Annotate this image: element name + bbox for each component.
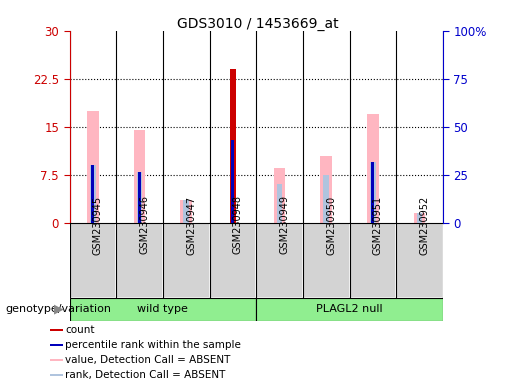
Bar (320, 156, 332, 223)
Text: GSM230946: GSM230946 (140, 195, 149, 255)
Bar (50, 359, 63, 361)
Bar (138, 172, 141, 223)
Text: wild type: wild type (138, 304, 188, 314)
Bar (50, 344, 63, 346)
Bar (323, 175, 329, 223)
Text: GSM230952: GSM230952 (420, 195, 430, 255)
Text: rank, Detection Call = ABSENT: rank, Detection Call = ABSENT (65, 370, 226, 380)
Bar (417, 213, 422, 223)
Bar (256, 223, 303, 298)
Bar (277, 184, 282, 223)
Bar (230, 69, 236, 223)
Bar (183, 200, 189, 223)
Bar (303, 223, 350, 298)
Text: GSM230945: GSM230945 (93, 195, 103, 255)
Text: GSM230950: GSM230950 (326, 195, 336, 255)
Text: ▶: ▶ (55, 303, 64, 316)
Text: GSM230951: GSM230951 (373, 195, 383, 255)
Bar (256, 298, 443, 321)
Bar (273, 168, 285, 223)
Bar (231, 139, 234, 223)
Text: PLAGL2 null: PLAGL2 null (316, 304, 383, 314)
Bar (137, 172, 142, 223)
Bar (70, 298, 256, 321)
Bar (70, 223, 116, 298)
Bar (367, 114, 379, 223)
Bar (87, 111, 99, 223)
Bar (350, 223, 396, 298)
Bar (370, 162, 376, 223)
Text: percentile rank within the sample: percentile rank within the sample (65, 340, 241, 350)
Bar (210, 223, 256, 298)
Bar (92, 165, 94, 223)
Text: count: count (65, 325, 95, 335)
Text: GSM230947: GSM230947 (186, 195, 196, 255)
Text: genotype/variation: genotype/variation (5, 304, 111, 314)
Bar (180, 200, 192, 223)
Bar (116, 223, 163, 298)
Text: GSM230949: GSM230949 (280, 195, 289, 255)
Bar (371, 162, 374, 223)
Bar (396, 223, 443, 298)
Bar (134, 130, 145, 223)
Bar (414, 213, 425, 223)
Bar (50, 329, 63, 331)
Text: value, Detection Call = ABSENT: value, Detection Call = ABSENT (65, 355, 231, 365)
Bar (90, 165, 96, 223)
Text: GSM230948: GSM230948 (233, 195, 243, 255)
Text: GDS3010 / 1453669_at: GDS3010 / 1453669_at (177, 17, 338, 31)
Bar (163, 223, 210, 298)
Bar (50, 374, 63, 376)
